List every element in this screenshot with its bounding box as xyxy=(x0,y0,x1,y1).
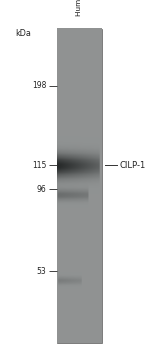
Text: 198: 198 xyxy=(32,81,46,90)
Text: kDa: kDa xyxy=(15,29,31,39)
Bar xyxy=(57,29,102,343)
Text: 53: 53 xyxy=(37,267,46,276)
Text: CILP-1: CILP-1 xyxy=(120,161,146,170)
Text: Human Cartilage: Human Cartilage xyxy=(76,0,82,16)
Text: 96: 96 xyxy=(37,185,46,194)
Text: 115: 115 xyxy=(32,161,46,170)
